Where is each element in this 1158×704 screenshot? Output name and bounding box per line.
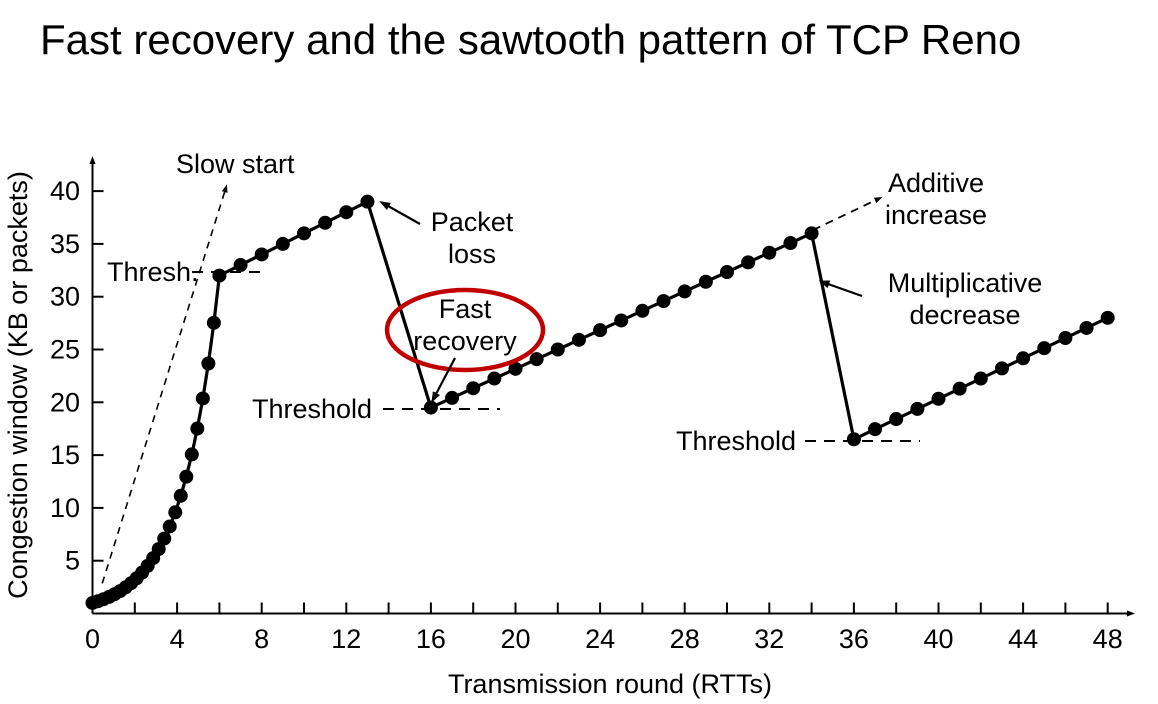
svg-text:15: 15 xyxy=(50,440,80,470)
svg-text:Threshold: Threshold xyxy=(676,426,796,456)
svg-text:20: 20 xyxy=(500,624,530,654)
svg-text:Slow start: Slow start xyxy=(176,149,295,179)
svg-text:48: 48 xyxy=(1093,624,1123,654)
svg-text:Transmission round (RTTs): Transmission round (RTTs) xyxy=(448,669,772,699)
svg-text:30: 30 xyxy=(50,282,80,312)
svg-text:Threshold: Threshold xyxy=(252,394,372,424)
svg-text:28: 28 xyxy=(670,624,700,654)
svg-text:35: 35 xyxy=(50,229,80,259)
svg-text:0: 0 xyxy=(85,624,100,654)
svg-text:loss: loss xyxy=(448,239,496,269)
svg-text:8: 8 xyxy=(254,624,269,654)
svg-text:16: 16 xyxy=(416,624,446,654)
svg-text:40: 40 xyxy=(923,624,953,654)
svg-text:Thresh.: Thresh. xyxy=(107,257,199,287)
svg-text:40: 40 xyxy=(50,176,80,206)
svg-text:Fast: Fast xyxy=(439,294,492,324)
svg-text:Additive: Additive xyxy=(888,168,984,198)
svg-text:36: 36 xyxy=(839,624,869,654)
svg-text:32: 32 xyxy=(754,624,784,654)
svg-text:Congestion window (KB or packe: Congestion window (KB or packets) xyxy=(3,171,33,599)
svg-text:10: 10 xyxy=(50,493,80,523)
svg-text:Multiplicative: Multiplicative xyxy=(888,268,1043,298)
svg-text:5: 5 xyxy=(65,546,80,576)
svg-text:decrease: decrease xyxy=(909,300,1020,330)
svg-text:25: 25 xyxy=(50,335,80,365)
svg-text:4: 4 xyxy=(170,624,185,654)
svg-text:increase: increase xyxy=(885,200,987,230)
svg-text:20: 20 xyxy=(50,387,80,417)
svg-text:recovery: recovery xyxy=(413,326,517,356)
svg-text:Packet: Packet xyxy=(431,207,514,237)
svg-text:44: 44 xyxy=(1008,624,1038,654)
svg-text:12: 12 xyxy=(331,624,361,654)
svg-text:24: 24 xyxy=(585,624,615,654)
